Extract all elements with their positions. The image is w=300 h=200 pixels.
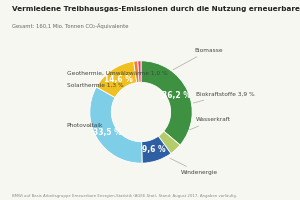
Text: Biomasse: Biomasse [173, 48, 224, 70]
Text: Photovoltaik: Photovoltaik [67, 123, 103, 128]
Text: Geothermie, Umwälzwärme 1,0 %: Geothermie, Umwälzwärme 1,0 % [67, 71, 167, 76]
Text: 9,6 %: 9,6 % [142, 145, 165, 154]
Text: Wasserkraft: Wasserkraft [190, 117, 231, 130]
Text: Biokraftstoffe 3,9 %: Biokraftstoffe 3,9 % [193, 92, 255, 103]
Text: 33,5 %: 33,5 % [93, 128, 122, 137]
Wedge shape [142, 136, 171, 163]
Wedge shape [96, 61, 137, 98]
Text: Windenergie: Windenergie [170, 158, 218, 175]
Text: Vermiedene Treibhausgas-Emissionen durch die Nutzung erneuerbarer Energien im Ja: Vermiedene Treibhausgas-Emissionen durch… [12, 6, 300, 12]
Text: Gesamt: 160,1 Mio. Tonnen CO₂-Äquivalente: Gesamt: 160,1 Mio. Tonnen CO₂-Äquivalent… [12, 23, 128, 29]
Wedge shape [141, 61, 192, 145]
Text: 14,6 %: 14,6 % [104, 75, 133, 84]
Text: 36,2 %: 36,2 % [162, 91, 191, 100]
Wedge shape [158, 131, 180, 154]
Wedge shape [138, 61, 141, 82]
Text: BMWi auf Basis Arbeitsgruppe Erneuerbare Energien-Statistik (AGEE-Stat), Stand: : BMWi auf Basis Arbeitsgruppe Erneuerbare… [12, 194, 237, 198]
Wedge shape [90, 87, 142, 163]
Text: Solarthermie 1,3 %: Solarthermie 1,3 % [67, 82, 124, 87]
Wedge shape [134, 61, 139, 83]
